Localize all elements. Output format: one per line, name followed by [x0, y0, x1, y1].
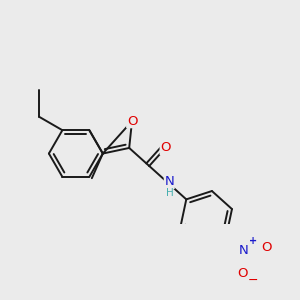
Text: +: + [249, 236, 257, 246]
Text: O: O [127, 115, 137, 128]
Text: N: N [238, 244, 248, 257]
Text: O: O [237, 267, 248, 280]
Text: N: N [164, 176, 174, 188]
Text: O: O [160, 142, 171, 154]
Text: H: H [166, 188, 174, 197]
Text: −: − [248, 274, 258, 287]
Text: O: O [261, 241, 272, 254]
